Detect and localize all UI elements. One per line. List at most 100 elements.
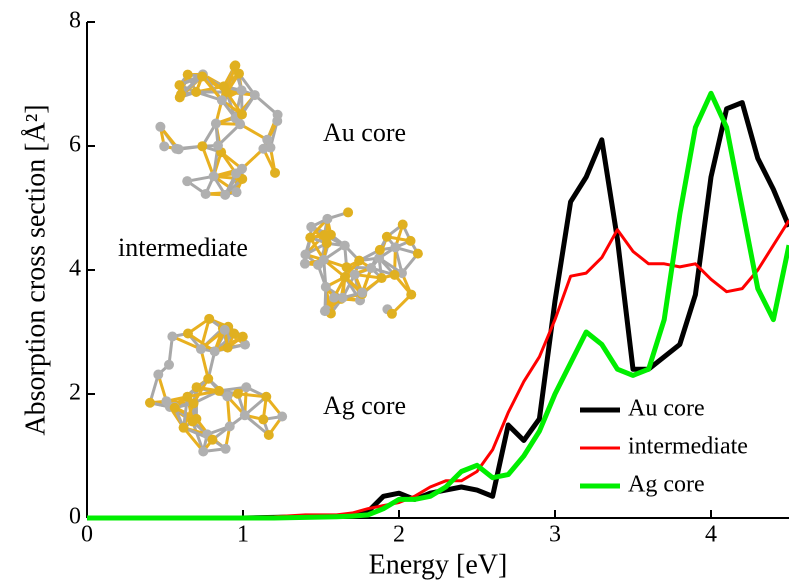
bond <box>182 426 205 453</box>
atom <box>318 254 329 265</box>
cluster-images <box>144 60 423 457</box>
atom <box>224 421 235 432</box>
atom <box>178 422 189 433</box>
atom <box>300 249 311 260</box>
atom <box>167 331 178 342</box>
atom <box>339 271 350 282</box>
atom <box>270 167 281 178</box>
atom <box>169 402 180 413</box>
atom <box>221 87 232 98</box>
atom <box>235 119 246 130</box>
atom <box>376 273 387 284</box>
atom <box>212 140 223 151</box>
atom <box>386 308 397 319</box>
bond <box>243 414 270 437</box>
atom <box>357 287 368 298</box>
atom <box>305 232 316 243</box>
series-line <box>87 219 789 520</box>
bond <box>191 420 205 452</box>
atom <box>222 391 233 402</box>
atom <box>232 388 243 399</box>
atom <box>174 80 185 91</box>
atom <box>230 60 241 71</box>
atom <box>164 359 175 370</box>
atom <box>182 391 193 402</box>
bond <box>182 396 189 428</box>
atom <box>337 292 348 303</box>
atom <box>216 95 227 106</box>
atom <box>239 410 250 421</box>
atom <box>339 240 350 251</box>
atom <box>159 141 170 152</box>
atom <box>374 253 385 264</box>
atom <box>405 235 416 246</box>
atom <box>237 331 248 342</box>
atom <box>191 382 202 393</box>
atom <box>208 171 219 182</box>
atom <box>231 187 242 198</box>
atom <box>319 306 330 317</box>
bond <box>199 348 210 380</box>
atom <box>343 207 354 218</box>
atom <box>322 213 333 224</box>
bond <box>187 389 220 399</box>
atom <box>258 414 269 425</box>
atom <box>188 398 199 409</box>
atom <box>258 143 269 154</box>
y-tick-label: 6 <box>69 132 81 158</box>
bond <box>216 123 242 147</box>
atom <box>249 90 260 101</box>
bond <box>201 75 224 102</box>
atom <box>397 219 408 230</box>
atom <box>412 248 423 259</box>
atom <box>219 324 230 335</box>
x-tick-label: 0 <box>81 522 93 548</box>
atom <box>319 229 330 240</box>
atom <box>204 313 215 324</box>
atom <box>233 68 244 79</box>
atom <box>220 443 231 454</box>
bond <box>187 332 216 353</box>
annotation: intermediate <box>118 233 248 262</box>
y-tick-label: 2 <box>69 380 81 406</box>
x-tick-label: 2 <box>393 522 405 548</box>
atom <box>220 189 231 200</box>
y-axis-label: Absorption cross section [Å²] <box>20 104 51 435</box>
atom <box>200 188 211 199</box>
atom <box>191 87 202 98</box>
atom <box>406 289 417 300</box>
atom <box>299 258 310 269</box>
atom <box>209 346 220 357</box>
legend-label: Au core <box>628 396 705 422</box>
x-axis-label: Energy [eV] <box>369 549 508 580</box>
atom <box>197 141 208 152</box>
atom <box>381 231 392 242</box>
x-tick-label: 1 <box>237 522 249 548</box>
atom <box>272 115 283 126</box>
y-tick-label: 8 <box>69 8 81 34</box>
atom <box>236 109 247 120</box>
atom <box>374 244 385 255</box>
atom <box>231 168 242 179</box>
legend-label: intermediate <box>628 434 748 460</box>
atom <box>210 118 221 129</box>
atom <box>182 69 193 80</box>
atom <box>197 71 208 82</box>
atom <box>354 255 365 266</box>
bond <box>200 145 216 177</box>
atom <box>173 144 184 155</box>
atom <box>263 429 274 440</box>
bond <box>225 396 232 427</box>
atom <box>261 391 272 402</box>
atom <box>155 121 166 132</box>
atom <box>349 269 360 280</box>
y-tick-label: 0 <box>69 504 81 530</box>
y-tick-label: 4 <box>69 256 81 282</box>
atom <box>144 397 155 408</box>
atom <box>320 281 331 292</box>
atom <box>176 89 187 100</box>
atom <box>236 85 247 96</box>
x-tick-label: 3 <box>549 522 561 548</box>
atom <box>306 221 317 232</box>
